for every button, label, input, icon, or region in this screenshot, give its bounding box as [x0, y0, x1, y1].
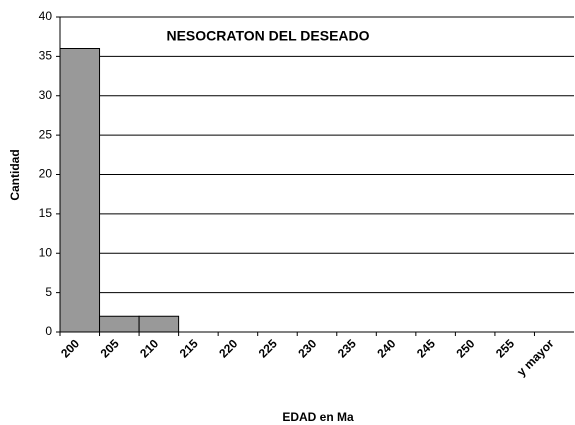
x-tick-label: 210 [137, 336, 161, 360]
x-tick-label: 250 [453, 336, 477, 360]
x-tick-label: 215 [177, 336, 201, 360]
y-tick-label: 25 [39, 127, 53, 141]
y-tick-label: 20 [39, 167, 53, 181]
y-tick-label: 30 [39, 88, 53, 102]
x-axis-title: EDAD en Ma [282, 410, 354, 424]
x-tick-label: 245 [414, 336, 438, 360]
x-tick-label: 220 [216, 336, 240, 360]
bar [99, 315, 140, 333]
y-tick-label: 15 [39, 206, 53, 220]
x-tick-label: 200 [58, 336, 82, 360]
bar [138, 315, 180, 333]
y-tick-label: 10 [39, 245, 53, 259]
chart-title: NESOCRATON DEL DESEADO [166, 28, 369, 44]
bar [59, 48, 101, 333]
x-tick-label: 255 [493, 336, 517, 360]
y-tick-label: 5 [45, 285, 52, 299]
x-tick-label: 235 [335, 336, 359, 360]
x-tick-label: 225 [256, 336, 280, 360]
x-tick-label: 240 [374, 336, 398, 360]
y-tick-label: 0 [45, 324, 52, 338]
y-tick-label: 40 [39, 9, 53, 23]
x-tick-label: y mayor [514, 336, 557, 379]
y-tick-label: 35 [39, 49, 53, 63]
x-tick-label: 230 [295, 336, 319, 360]
x-tick-label: 205 [98, 336, 122, 360]
y-axis-title: Cantidad [8, 149, 22, 200]
